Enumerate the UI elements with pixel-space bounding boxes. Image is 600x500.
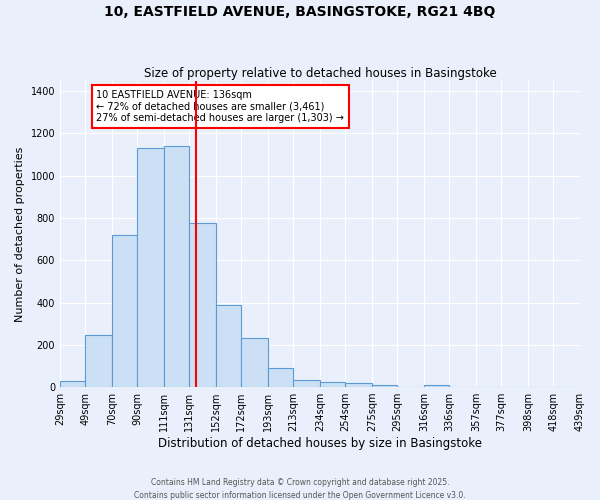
Bar	[424, 386, 449, 387]
Text: 10 EASTFIELD AVENUE: 136sqm
← 72% of detached houses are smaller (3,461)
27% of : 10 EASTFIELD AVENUE: 136sqm ← 72% of det…	[97, 90, 344, 123]
Bar	[190, 224, 216, 387]
Bar	[60, 380, 85, 387]
Bar	[346, 383, 372, 387]
Bar	[268, 368, 293, 387]
Bar	[164, 146, 190, 387]
Y-axis label: Number of detached properties: Number of detached properties	[15, 146, 25, 322]
Bar	[216, 304, 241, 387]
Bar	[85, 334, 112, 387]
Text: 10, EASTFIELD AVENUE, BASINGSTOKE, RG21 4BQ: 10, EASTFIELD AVENUE, BASINGSTOKE, RG21 …	[104, 5, 496, 19]
Bar	[293, 380, 320, 387]
Bar	[320, 382, 346, 387]
Text: Contains HM Land Registry data © Crown copyright and database right 2025.
Contai: Contains HM Land Registry data © Crown c…	[134, 478, 466, 500]
Bar	[112, 235, 137, 387]
Bar	[372, 384, 397, 387]
X-axis label: Distribution of detached houses by size in Basingstoke: Distribution of detached houses by size …	[158, 437, 482, 450]
Bar	[137, 148, 164, 387]
Bar	[241, 338, 268, 387]
Title: Size of property relative to detached houses in Basingstoke: Size of property relative to detached ho…	[143, 66, 496, 80]
